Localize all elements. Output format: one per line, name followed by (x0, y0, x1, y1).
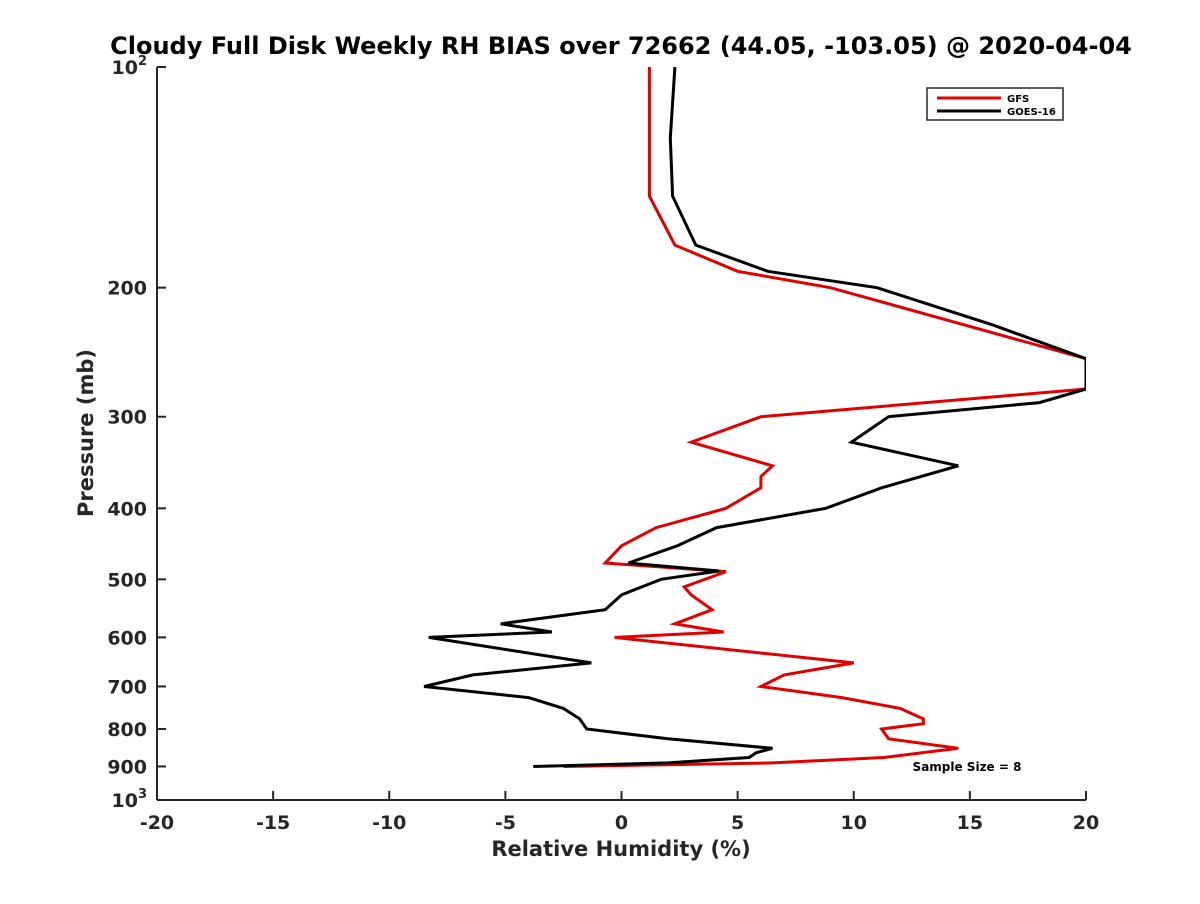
x-axis-label: Relative Humidity (%) (491, 837, 750, 861)
x-tick-label: 0 (615, 812, 628, 834)
y-tick-label: 200 (107, 278, 147, 300)
y-tick-label: 102 (112, 54, 148, 79)
chart-title: Cloudy Full Disk Weekly RH BIAS over 726… (110, 32, 1132, 60)
plot-area (157, 67, 1086, 800)
y-axis-label: Pressure (mb) (74, 349, 98, 517)
sample-size-annotation: Sample Size = 8 (913, 760, 1022, 774)
x-tick-label: 10 (841, 812, 867, 834)
y-tick-label: 400 (107, 498, 147, 520)
ticks-layer: -20 -15 -10 -5 0 5 10 15 20 102 200 300 400 500 600 700… (107, 54, 1099, 834)
x-tick-label: -20 (140, 812, 174, 834)
y-tick-label: 103 (112, 787, 148, 812)
y-tick-label: 300 (107, 407, 147, 429)
y-tick-label: 700 (107, 676, 147, 698)
y-tick-label: 800 (107, 719, 147, 741)
plot-background (157, 67, 1086, 800)
y-tick-label: 900 (107, 756, 147, 778)
series-layer (423, 67, 1086, 768)
y-tick-label: 500 (107, 569, 147, 591)
series-line-goes-16 (423, 67, 1086, 768)
x-tick-label: -10 (372, 812, 406, 834)
x-tick-label: -15 (256, 812, 290, 834)
x-tick-label: 20 (1073, 812, 1099, 834)
x-tick-label: 5 (731, 812, 744, 834)
legend-box (926, 87, 1064, 121)
x-tick-label: -5 (495, 812, 516, 834)
y-tick-label: 600 (107, 627, 147, 649)
x-tick-label: 15 (957, 812, 983, 834)
legend-label-gfs: GFS (1007, 94, 1029, 105)
series-line-gfs (563, 67, 1086, 768)
legend: GFS GOES-16 (926, 87, 1064, 121)
legend-label-goes-16: GOES-16 (1007, 107, 1056, 118)
